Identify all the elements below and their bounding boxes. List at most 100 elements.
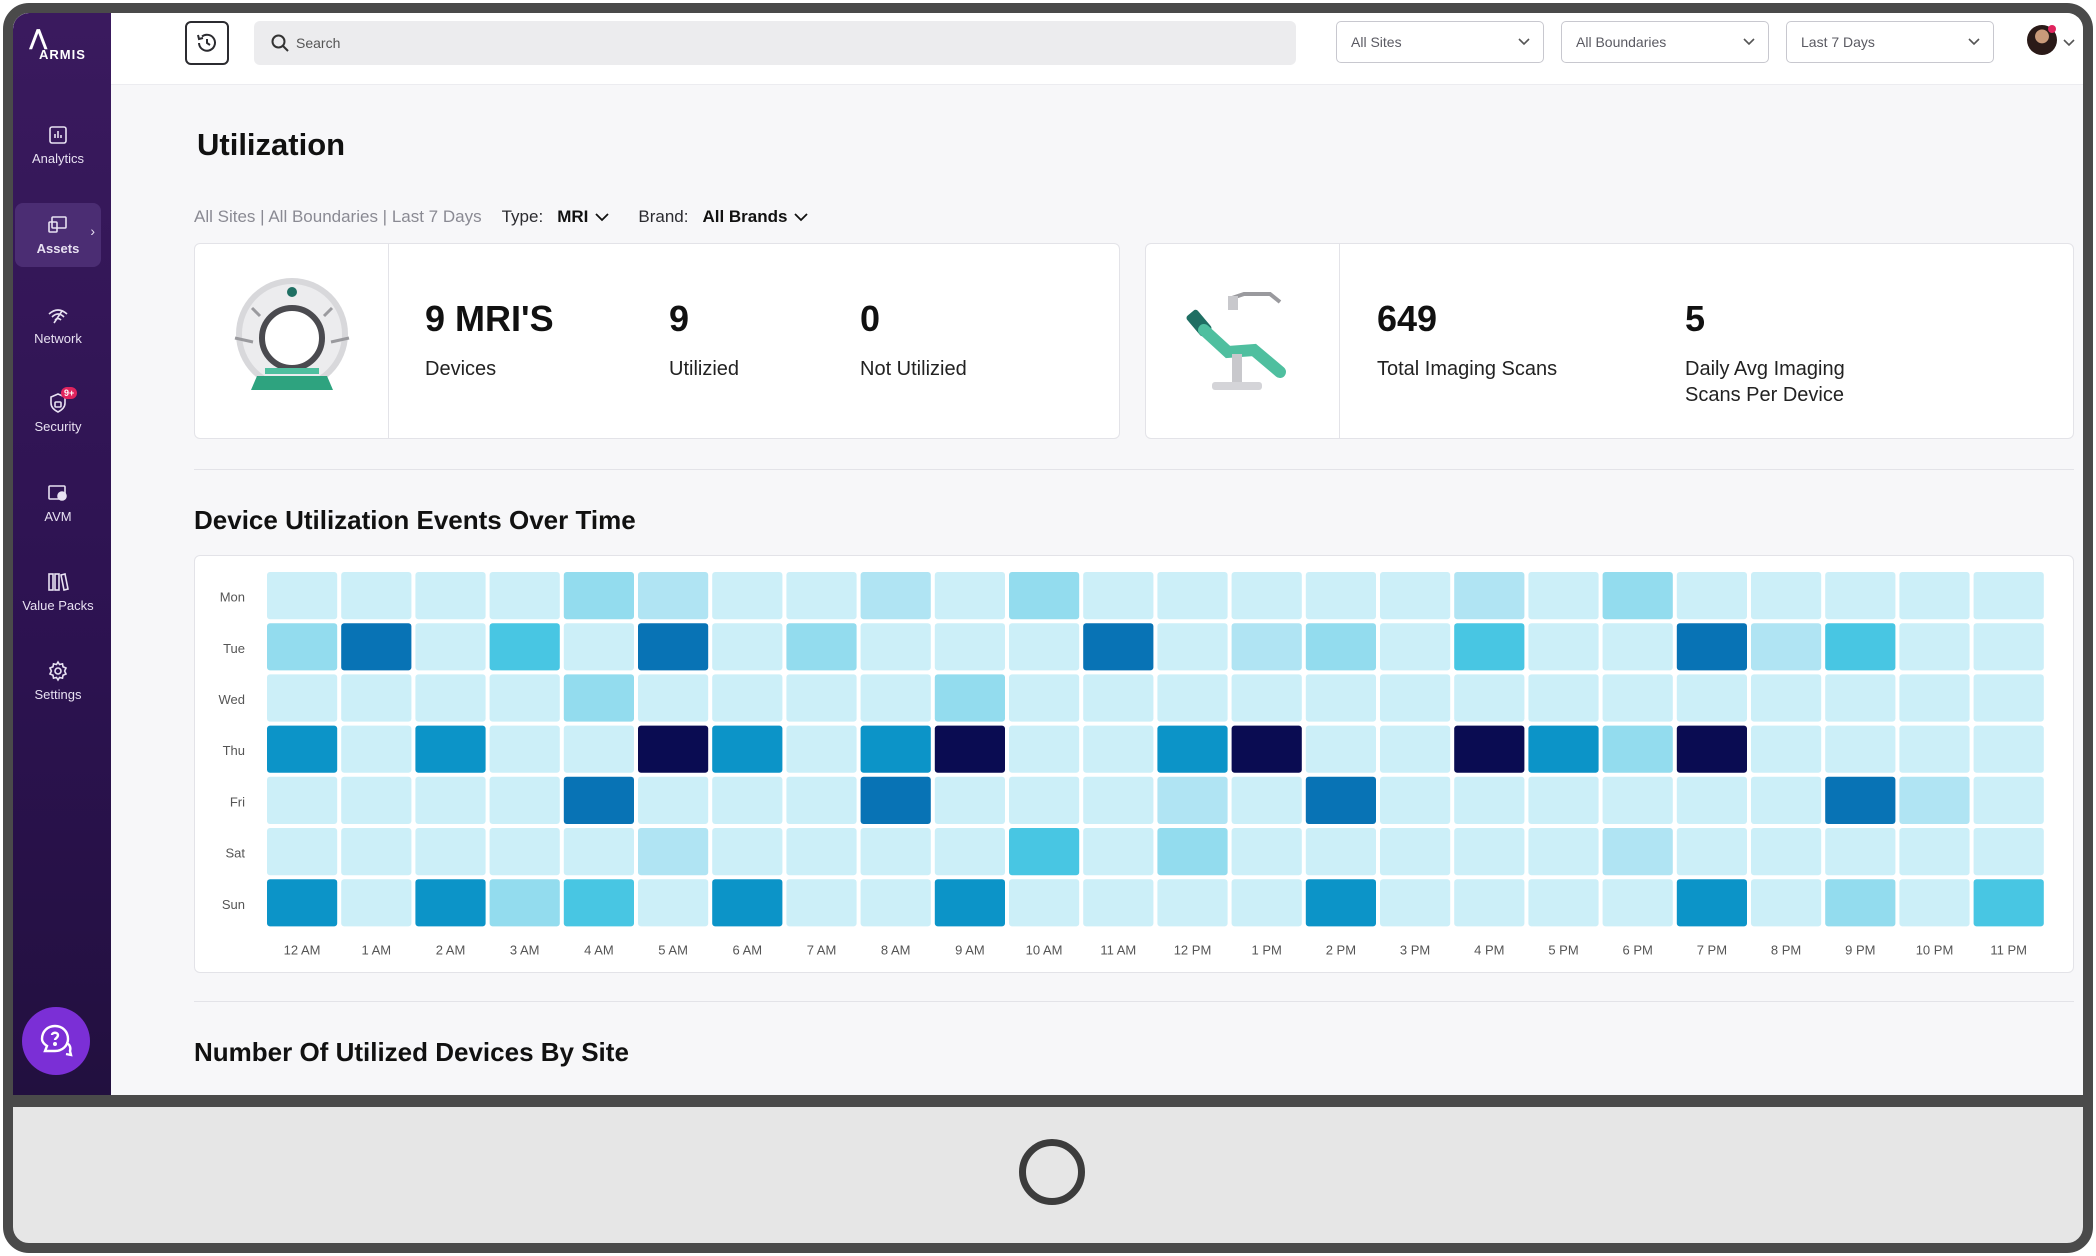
heatmap-cell[interactable] <box>1825 725 1896 773</box>
heatmap-cell[interactable] <box>1528 572 1599 620</box>
heatmap-cell[interactable] <box>712 572 783 620</box>
heatmap-cell[interactable] <box>934 776 1005 824</box>
heatmap-cell[interactable] <box>1751 572 1822 620</box>
heatmap-cell[interactable] <box>1899 572 1970 620</box>
heatmap-cell[interactable] <box>341 572 412 620</box>
heatmap-cell[interactable] <box>1305 674 1376 722</box>
heatmap-cell[interactable] <box>489 828 560 876</box>
heatmap-cell[interactable] <box>341 828 412 876</box>
heatmap-cell[interactable] <box>1454 572 1525 620</box>
heatmap-cell[interactable] <box>489 623 560 671</box>
heatmap-cell[interactable] <box>1380 828 1451 876</box>
heatmap-cell[interactable] <box>638 623 709 671</box>
heatmap-cell[interactable] <box>1602 572 1673 620</box>
heatmap-cell[interactable] <box>934 572 1005 620</box>
heatmap-cell[interactable] <box>638 674 709 722</box>
heatmap-cell[interactable] <box>1751 828 1822 876</box>
heatmap-cell[interactable] <box>860 828 931 876</box>
heatmap-cell[interactable] <box>1973 879 2044 927</box>
heatmap-cell[interactable] <box>1083 879 1154 927</box>
heatmap-cell[interactable] <box>489 725 560 773</box>
heatmap-cell[interactable] <box>786 674 857 722</box>
sites-dropdown[interactable]: All Sites <box>1336 21 1544 63</box>
search-input[interactable] <box>296 29 1196 57</box>
heatmap-cell[interactable] <box>341 674 412 722</box>
heatmap-cell[interactable] <box>1454 623 1525 671</box>
heatmap-cell[interactable] <box>1083 623 1154 671</box>
heatmap-cell[interactable] <box>934 623 1005 671</box>
heatmap-cell[interactable] <box>1528 623 1599 671</box>
heatmap-cell[interactable] <box>934 674 1005 722</box>
heatmap-cell[interactable] <box>1231 879 1302 927</box>
heatmap-cell[interactable] <box>1380 623 1451 671</box>
heatmap-cell[interactable] <box>1676 674 1747 722</box>
heatmap-cell[interactable] <box>1231 725 1302 773</box>
heatmap-cell[interactable] <box>1528 828 1599 876</box>
heatmap-cell[interactable] <box>1009 776 1080 824</box>
heatmap-cell[interactable] <box>341 725 412 773</box>
heatmap-cell[interactable] <box>1973 828 2044 876</box>
heatmap-cell[interactable] <box>1676 623 1747 671</box>
heatmap-cell[interactable] <box>1602 776 1673 824</box>
heatmap-cell[interactable] <box>1083 776 1154 824</box>
sidebar-item-value-packs[interactable]: Value Packs <box>15 560 101 624</box>
heatmap-cell[interactable] <box>786 572 857 620</box>
heatmap-cell[interactable] <box>1157 776 1228 824</box>
heatmap-cell[interactable] <box>489 776 560 824</box>
heatmap-cell[interactable] <box>1009 623 1080 671</box>
heatmap-cell[interactable] <box>1602 828 1673 876</box>
heatmap-cell[interactable] <box>786 725 857 773</box>
heatmap-cell[interactable] <box>415 879 486 927</box>
heatmap-cell[interactable] <box>1305 828 1376 876</box>
heatmap-cell[interactable] <box>563 828 634 876</box>
heatmap-cell[interactable] <box>267 623 338 671</box>
heatmap-cell[interactable] <box>786 623 857 671</box>
heatmap-cell[interactable] <box>934 879 1005 927</box>
heatmap-cell[interactable] <box>1751 879 1822 927</box>
sidebar-item-analytics[interactable]: Analytics <box>15 113 101 177</box>
heatmap-cell[interactable] <box>563 776 634 824</box>
heatmap-cell[interactable] <box>1009 879 1080 927</box>
heatmap-cell[interactable] <box>1009 674 1080 722</box>
heatmap-cell[interactable] <box>1305 879 1376 927</box>
heatmap-cell[interactable] <box>1454 828 1525 876</box>
date-range-dropdown[interactable]: Last 7 Days <box>1786 21 1994 63</box>
heatmap-cell[interactable] <box>267 879 338 927</box>
heatmap-cell[interactable] <box>415 776 486 824</box>
heatmap-cell[interactable] <box>860 674 931 722</box>
heatmap-cell[interactable] <box>489 879 560 927</box>
heatmap-cell[interactable] <box>638 572 709 620</box>
heatmap-cell[interactable] <box>1231 776 1302 824</box>
heatmap-cell[interactable] <box>563 725 634 773</box>
heatmap-cell[interactable] <box>563 674 634 722</box>
heatmap-cell[interactable] <box>638 879 709 927</box>
heatmap-cell[interactable] <box>1825 879 1896 927</box>
heatmap-cell[interactable] <box>1231 828 1302 876</box>
heatmap-cell[interactable] <box>1305 776 1376 824</box>
heatmap-cell[interactable] <box>415 623 486 671</box>
heatmap-cell[interactable] <box>1083 828 1154 876</box>
heatmap-cell[interactable] <box>1973 674 2044 722</box>
heatmap-cell[interactable] <box>1676 828 1747 876</box>
sidebar-item-avm[interactable]: AVM <box>15 471 101 535</box>
heatmap-cell[interactable] <box>563 623 634 671</box>
heatmap-cell[interactable] <box>786 776 857 824</box>
heatmap-cell[interactable] <box>860 725 931 773</box>
heatmap-cell[interactable] <box>341 776 412 824</box>
heatmap-cell[interactable] <box>1305 623 1376 671</box>
heatmap-cell[interactable] <box>786 879 857 927</box>
heatmap-cell[interactable] <box>934 725 1005 773</box>
heatmap-cell[interactable] <box>1380 725 1451 773</box>
heatmap-cell[interactable] <box>267 572 338 620</box>
heatmap-cell[interactable] <box>341 623 412 671</box>
heatmap-cell[interactable] <box>1157 879 1228 927</box>
heatmap-cell[interactable] <box>1825 623 1896 671</box>
heatmap-cell[interactable] <box>1899 776 1970 824</box>
heatmap-cell[interactable] <box>1973 572 2044 620</box>
heatmap-cell[interactable] <box>1009 828 1080 876</box>
heatmap-cell[interactable] <box>1528 879 1599 927</box>
heatmap-cell[interactable] <box>1157 828 1228 876</box>
heatmap-cell[interactable] <box>415 572 486 620</box>
heatmap-cell[interactable] <box>1454 725 1525 773</box>
heatmap-cell[interactable] <box>1602 879 1673 927</box>
